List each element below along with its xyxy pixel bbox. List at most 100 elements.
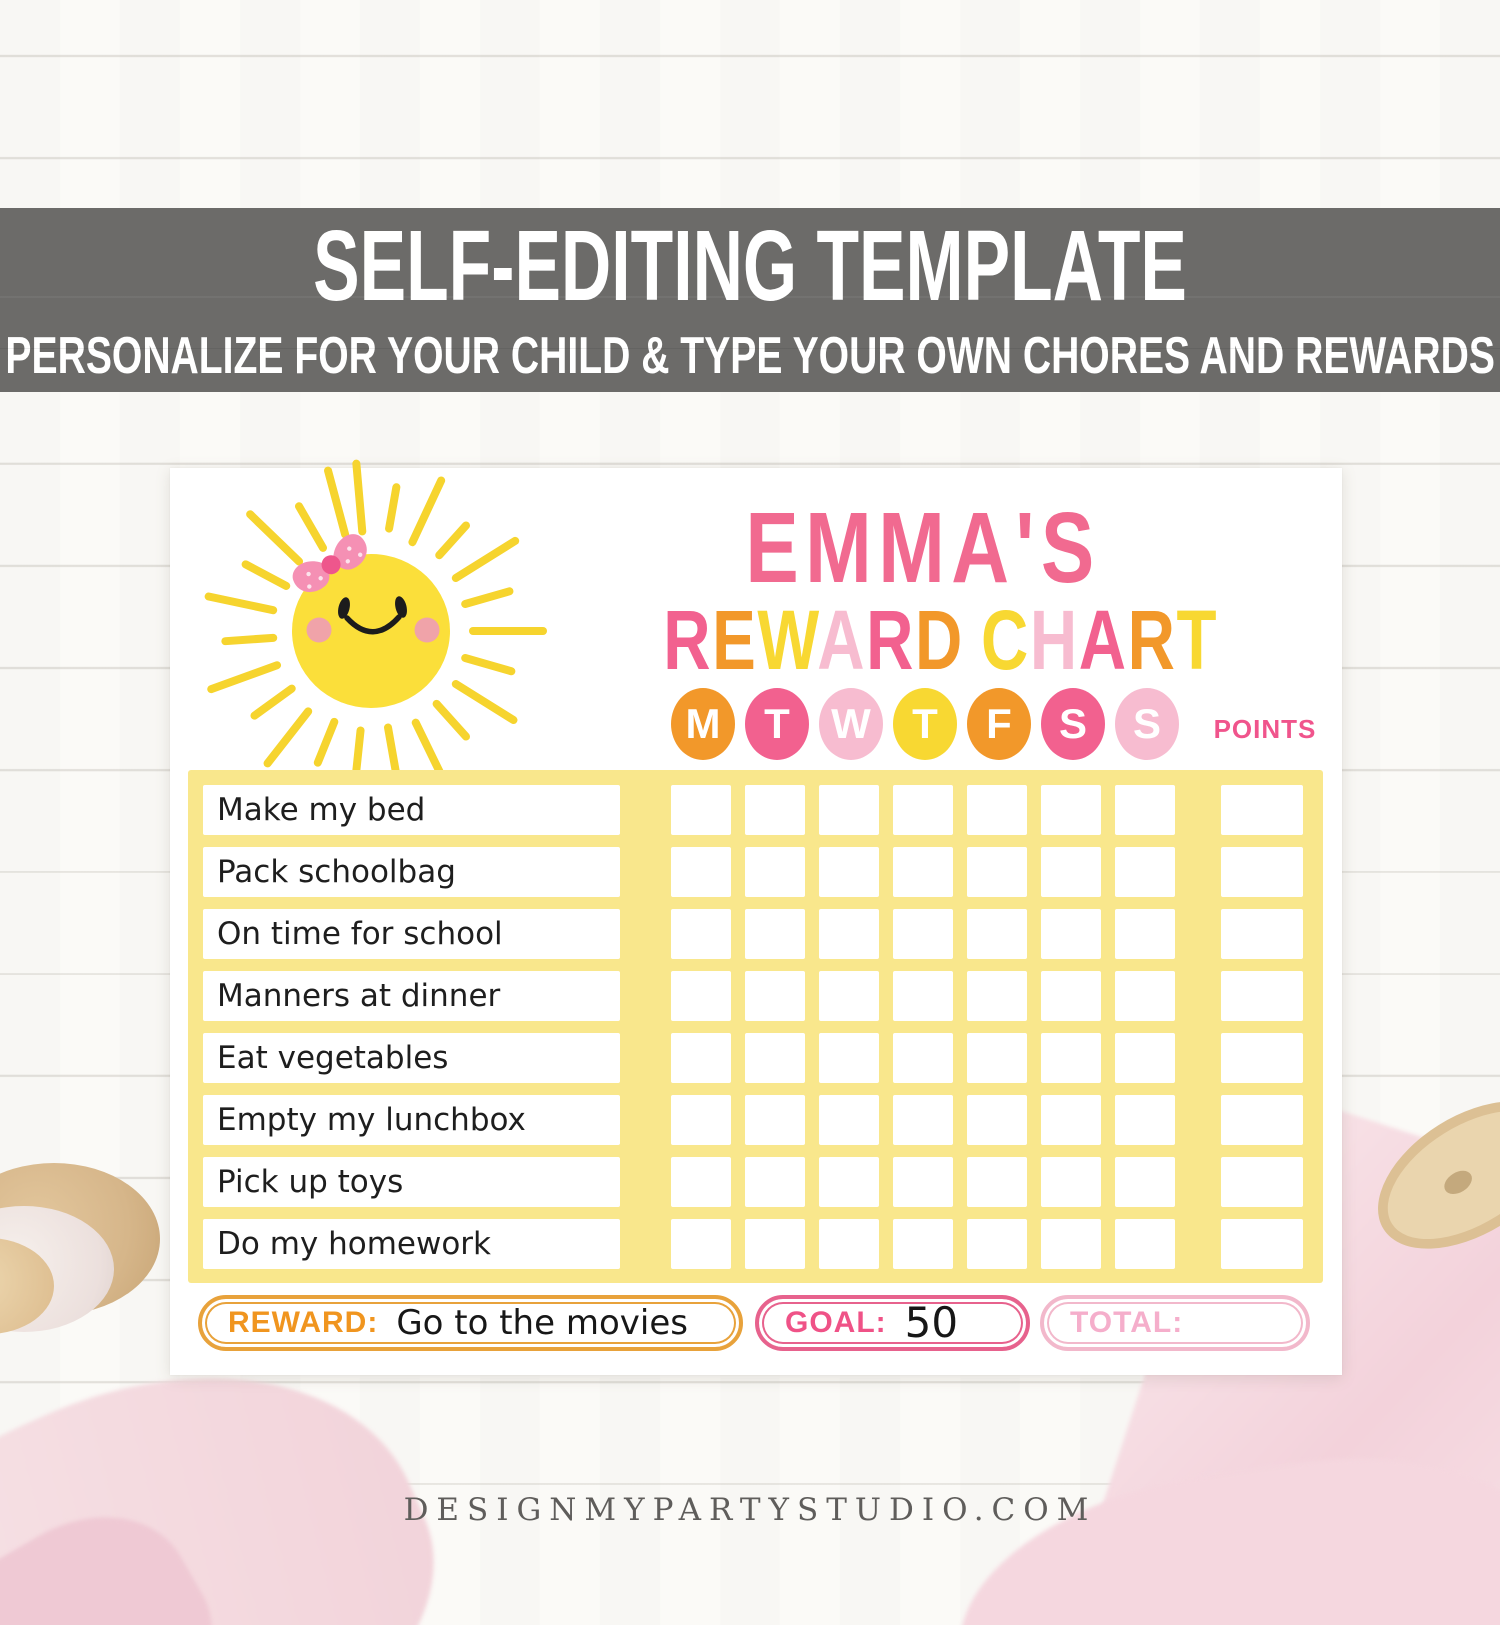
day-circle-4: T <box>893 688 957 760</box>
sun-ray <box>461 654 516 676</box>
sun-eye <box>338 597 350 619</box>
day-letter: S <box>1132 700 1161 747</box>
points-cell <box>1221 847 1303 897</box>
cell-row <box>671 847 1303 897</box>
day-cell <box>1115 1095 1175 1145</box>
day-cell <box>745 785 805 835</box>
chart-title-letter: R <box>1127 593 1177 687</box>
reward-chart-card: EMMA'S REWARD CHART POINTS Make my bed Pac… <box>170 459 1342 1375</box>
day-cell <box>819 847 879 897</box>
chart-title: REWARD CHART <box>663 598 1216 682</box>
sun-ray <box>432 699 471 741</box>
chart-title-letter: T <box>1176 593 1219 687</box>
day-cell <box>671 1219 731 1269</box>
checkbox-grid <box>671 785 1303 1281</box>
day-cell <box>671 785 731 835</box>
day-cell <box>967 1095 1027 1145</box>
points-cell <box>1221 785 1303 835</box>
cell-row <box>671 1095 1303 1145</box>
day-cell <box>967 847 1027 897</box>
day-cell <box>1041 971 1101 1021</box>
day-cell <box>671 1033 731 1083</box>
day-cell <box>1041 1033 1101 1083</box>
sun-ray <box>384 723 401 779</box>
day-cell <box>1041 1095 1101 1145</box>
chore-row: Pick up toys <box>203 1157 620 1207</box>
cell-row <box>671 1033 1303 1083</box>
day-cell <box>819 1033 879 1083</box>
goal-value: 50 <box>904 1298 959 1347</box>
points-cell <box>1221 1157 1303 1207</box>
sun-ray <box>451 679 518 725</box>
chore-list: Make my bed Pack schoolbag On time for sch… <box>203 785 620 1281</box>
day-cell <box>967 1219 1027 1269</box>
day-circle-6: S <box>1041 688 1105 760</box>
reward-pill: REWARD: Go to the movies <box>198 1295 743 1351</box>
day-circle-2: T <box>745 688 809 760</box>
chart-title-letter: H <box>1029 593 1079 687</box>
day-letter: F <box>986 700 1012 747</box>
day-letter: M <box>685 700 721 747</box>
day-cell <box>893 971 953 1021</box>
title-block: EMMA'S REWARD CHART <box>590 468 1256 768</box>
sun-cheek <box>306 617 332 643</box>
sun-ray <box>295 502 327 552</box>
day-cell <box>745 847 805 897</box>
sun-ray <box>207 661 282 694</box>
day-cell <box>1041 1157 1101 1207</box>
day-cell <box>1115 1033 1175 1083</box>
sun-ray <box>241 560 291 590</box>
day-cell <box>819 1219 879 1269</box>
day-cell <box>893 1033 953 1083</box>
chore-row: Do my homework <box>203 1219 620 1269</box>
day-cell <box>1115 785 1175 835</box>
chore-row: Manners at dinner <box>203 971 620 1021</box>
sun-ray <box>451 536 520 583</box>
day-cell <box>745 971 805 1021</box>
chore-row: On time for school <box>203 909 620 959</box>
day-cell <box>967 785 1027 835</box>
goal-label: GOAL: <box>785 1306 887 1339</box>
day-cell <box>1041 785 1101 835</box>
day-cell <box>671 909 731 959</box>
sun-ray <box>385 483 401 533</box>
points-cell <box>1221 1095 1303 1145</box>
sun-eye <box>395 596 407 618</box>
day-cell <box>745 1157 805 1207</box>
points-label: POINTS <box>1213 714 1317 744</box>
points-cell <box>1221 971 1303 1021</box>
reward-value: Go to the movies <box>396 1303 688 1343</box>
sun-ray <box>263 707 313 768</box>
banner-title: SELF-EDITING TEMPLATE <box>313 210 1187 322</box>
points-cell <box>1221 1033 1303 1083</box>
day-circle-5: F <box>967 688 1031 760</box>
day-cell <box>1041 847 1101 897</box>
chart-title-letter: A <box>1078 593 1128 687</box>
day-cell <box>1115 847 1175 897</box>
day-letter: W <box>831 700 871 747</box>
points-cell <box>1221 1219 1303 1269</box>
day-cell <box>671 1095 731 1145</box>
sun-ray <box>246 510 304 566</box>
day-cell <box>893 1095 953 1145</box>
sun-ray <box>221 633 278 646</box>
sun-ray <box>352 459 367 536</box>
day-cell <box>1115 1219 1175 1269</box>
day-cell <box>893 785 953 835</box>
chore-row: Pack schoolbag <box>203 847 620 897</box>
day-letter: S <box>1058 700 1087 747</box>
sun-ray <box>313 717 339 767</box>
bow-icon <box>292 534 367 593</box>
chore-row: Empty my lunchbox <box>203 1095 620 1145</box>
day-cell <box>967 909 1027 959</box>
day-cell <box>1041 909 1101 959</box>
chart-title-letter: C <box>981 593 1030 687</box>
chart-title-letter: A <box>817 593 867 687</box>
day-cell <box>745 1033 805 1083</box>
day-cell <box>967 1033 1027 1083</box>
chart-title-letter: R <box>866 593 915 687</box>
day-cell <box>1115 1157 1175 1207</box>
banner-subtitle: PERSONALIZE FOR YOUR CHILD & TYPE YOUR O… <box>5 325 1495 385</box>
reward-label: REWARD: <box>228 1306 379 1339</box>
